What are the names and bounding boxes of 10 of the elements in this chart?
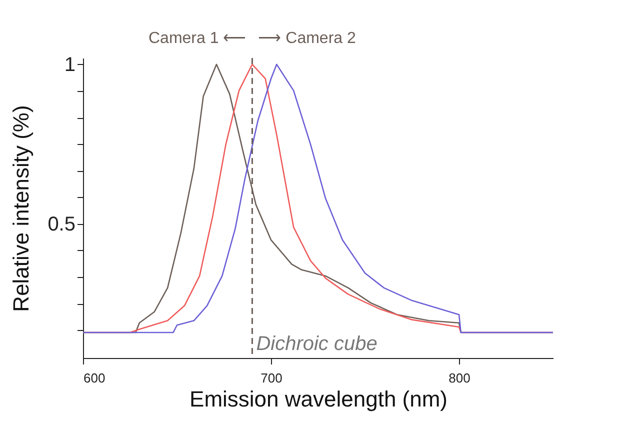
- text: Camera 1 ⟵: [148, 30, 246, 47]
- y-tick-label: 1: [64, 54, 76, 76]
- y-axis-title: Relative intensity (%): [8, 105, 34, 312]
- x-tick-label: 600: [84, 370, 106, 386]
- x-axis-title: Emission wavelength (nm): [190, 386, 448, 412]
- ref-line-label: Dichroic cube: [256, 333, 378, 355]
- x-tick-label: 800: [448, 370, 470, 386]
- text: ⟶ Camera 2: [258, 30, 356, 47]
- y-tick-label: 0.5: [48, 213, 76, 236]
- x-tick-label: 700: [260, 370, 282, 386]
